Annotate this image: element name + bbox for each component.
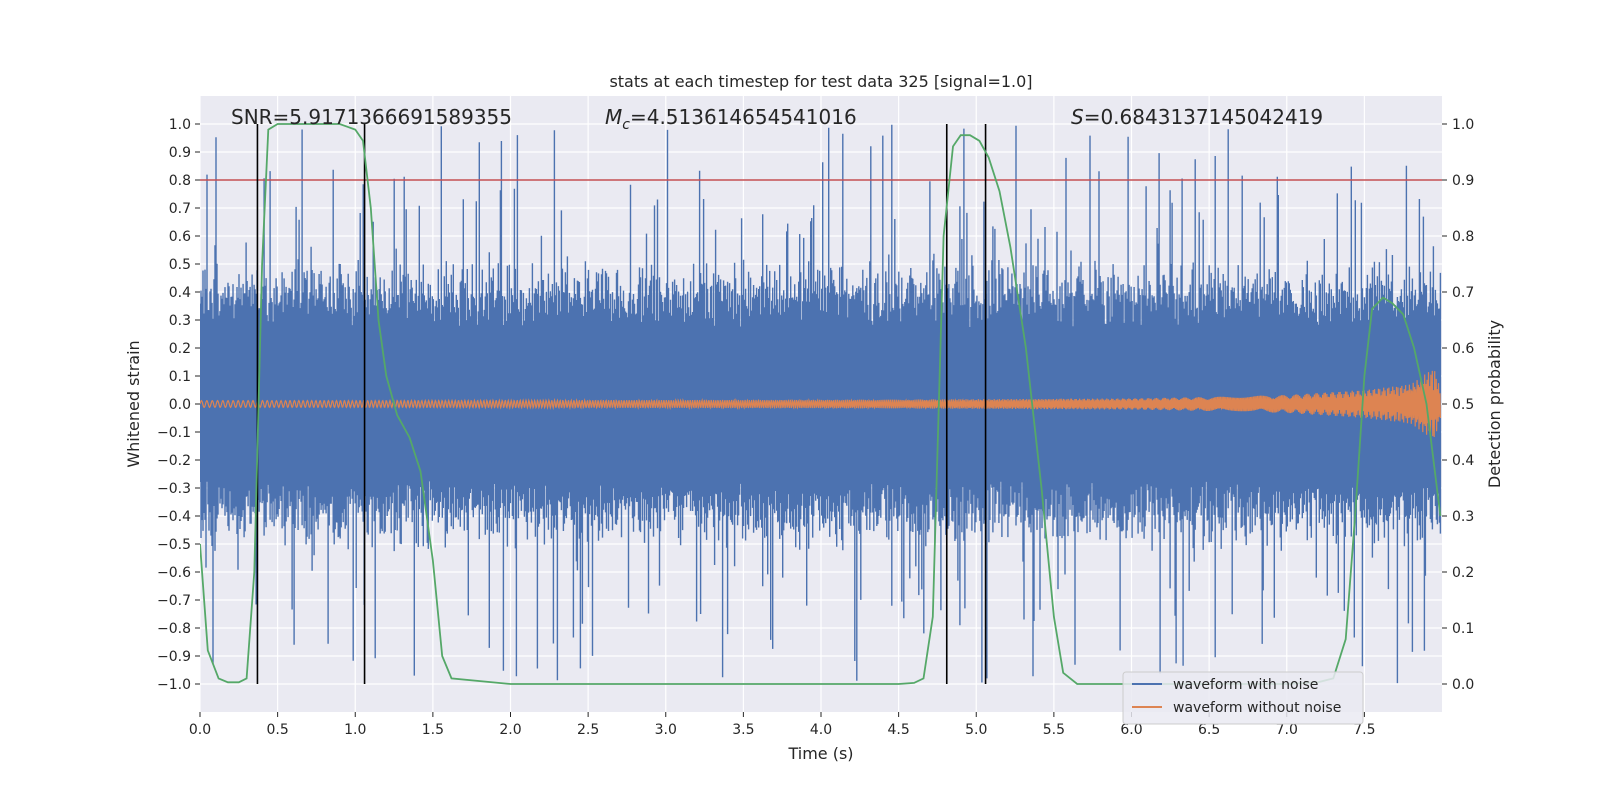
y-tick-label: −0.3: [157, 481, 191, 497]
y2-tick-label: 0.7: [1452, 285, 1474, 301]
y2-tick-label: 0.8: [1452, 229, 1474, 245]
legend: waveform with noise waveform without noi…: [1122, 671, 1364, 725]
x-tick-label: 3.5: [732, 722, 754, 738]
y-tick-label: 0.8: [169, 173, 191, 189]
y-tick-label: −0.6: [157, 565, 191, 581]
y2-tick-label: 0.0: [1452, 677, 1474, 693]
y-tick-label: −0.4: [157, 509, 191, 525]
y-tick-label: 0.7: [169, 201, 191, 217]
x-tick-label: 3.0: [655, 722, 677, 738]
x-tick-label: 6.0: [1120, 722, 1142, 738]
x-tick-label: 5.5: [1043, 722, 1065, 738]
score-value: =0.6843137145042419: [1084, 105, 1323, 129]
y-tick-label: −0.9: [157, 649, 191, 665]
x-tick-label: 6.5: [1198, 722, 1220, 738]
x-tick-label: 7.5: [1353, 722, 1375, 738]
legend-box: [1122, 671, 1364, 725]
y2-tick-label: 0.5: [1452, 397, 1474, 413]
clean-waveform-series: [200, 370, 1441, 437]
y2-axis-ticks: 0.0 0.1 0.2 0.3 0.4 0.5 0.6 0.7 0.8 0.9 1.0: [1442, 117, 1474, 693]
chirp-mass-annotation: Mc=4.513614654541016: [605, 105, 857, 133]
y2-tick-label: 0.1: [1452, 621, 1474, 637]
y-tick-label: 1.0: [169, 117, 191, 133]
y2-tick-label: 0.4: [1452, 453, 1474, 469]
y-tick-label: 0.1: [169, 369, 191, 385]
x-axis-title: Time (s): [787, 744, 853, 763]
y-tick-label: −0.1: [157, 425, 191, 441]
score-annotation: S=0.6843137145042419: [1071, 105, 1323, 129]
y2-tick-label: 1.0: [1452, 117, 1474, 133]
x-tick-label: 0.0: [189, 722, 211, 738]
x-tick-label: 2.0: [499, 722, 521, 738]
x-tick-label: 4.5: [887, 722, 909, 738]
x-axis-ticks: 0.0 0.5 1.0 1.5 2.0 2.5 3.0 3.5 4.0 4.5 5.0 5.5 6.0 6…: [189, 712, 1376, 738]
x-tick-label: 1.5: [422, 722, 444, 738]
x-tick-label: 2.5: [577, 722, 599, 738]
y-tick-label: −0.2: [157, 453, 191, 469]
chart-title: stats at each timestep for test data 325…: [609, 72, 1032, 91]
x-tick-label: 5.0: [965, 722, 987, 738]
y-tick-label: −0.8: [157, 621, 191, 637]
y-tick-label: 0.9: [169, 145, 191, 161]
y-tick-label: 0.6: [169, 229, 191, 245]
legend-label-noisy: waveform with noise: [1173, 677, 1318, 693]
y2-axis-title: Detection probability: [1485, 320, 1504, 488]
x-tick-label: 0.5: [266, 722, 288, 738]
x-tick-label: 1.0: [344, 722, 366, 738]
y-tick-label: 0.2: [169, 341, 191, 357]
clean-waveform-line: [200, 370, 1441, 437]
y2-tick-label: 0.2: [1452, 565, 1474, 581]
y-tick-label: −0.7: [157, 593, 191, 609]
snr-annotation: SNR=5.9171366691589355: [231, 105, 512, 129]
vertical-markers: [256, 124, 987, 684]
score-symbol: S: [1071, 105, 1084, 129]
y-tick-label: 0.3: [169, 313, 191, 329]
y-tick-label: −0.5: [157, 537, 191, 553]
y-axis-title: Whitened strain: [124, 340, 143, 467]
chirp-mass-subscript: c: [622, 117, 630, 133]
y-axis-ticks: −1.0 −0.9 −0.8 −0.7 −0.6 −0.5 −0.4 −0.3 −0.2 −0.1…: [157, 117, 200, 693]
y2-tick-label: 0.6: [1452, 341, 1474, 357]
y2-tick-label: 0.3: [1452, 509, 1474, 525]
legend-label-clean: waveform without noise: [1173, 700, 1341, 716]
y-tick-label: 0.5: [169, 257, 191, 273]
x-tick-label: 7.0: [1276, 722, 1298, 738]
chirp-mass-value: =4.513614654541016: [630, 105, 857, 129]
y-tick-label: 0.4: [169, 285, 191, 301]
y2-tick-label: 0.9: [1452, 173, 1474, 189]
y-tick-label: −1.0: [157, 677, 191, 693]
chirp-mass-symbol: M: [605, 105, 622, 129]
x-tick-label: 4.0: [810, 722, 832, 738]
y-tick-label: 0.0: [169, 397, 191, 413]
